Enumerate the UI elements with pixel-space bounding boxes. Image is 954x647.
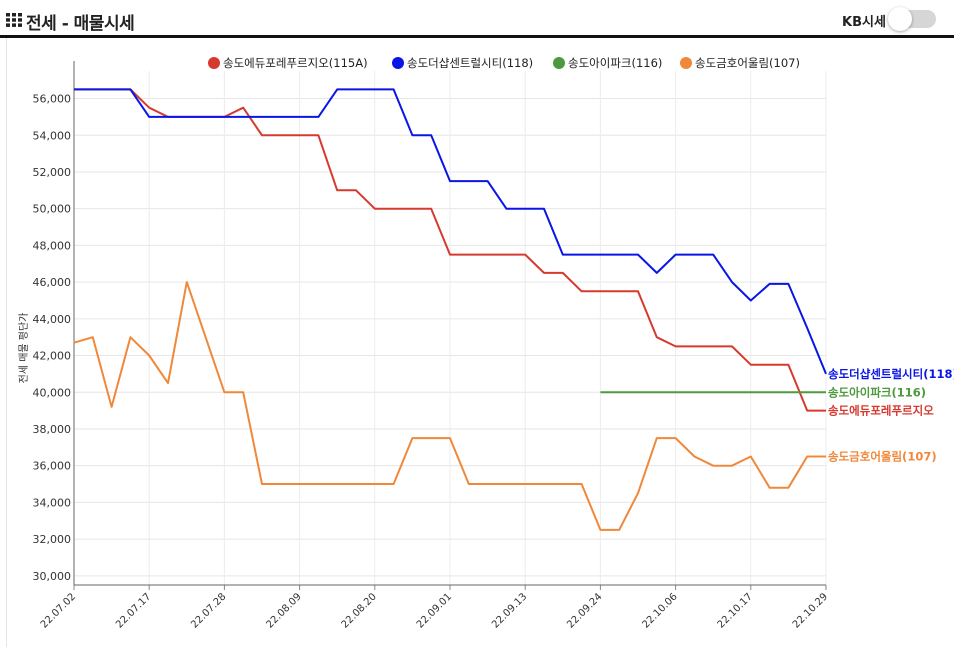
series-end-label: 송도더샵센트럴시티(118)	[828, 367, 954, 381]
x-tick-label: 22.08.20	[340, 591, 379, 630]
y-tick-label: 52,000	[33, 166, 72, 179]
chart-series	[73, 88, 827, 531]
x-tick-label: 22.09.13	[490, 591, 529, 630]
grid-menu-icon[interactable]	[6, 13, 22, 27]
y-tick-label: 54,000	[33, 129, 72, 142]
legend-label: 송도에듀포레푸르지오(115A)	[223, 56, 368, 70]
legend-marker	[553, 57, 565, 69]
series-end-label: 송도에듀포레푸르지오	[828, 404, 934, 418]
legend-item[interactable]: 송도아이파크(116)	[553, 56, 662, 70]
kb-toggle-label: KB시세	[842, 15, 886, 30]
series-line	[73, 281, 826, 531]
legend-marker	[392, 57, 404, 69]
legend-marker	[208, 57, 220, 69]
toggle-knob[interactable]	[888, 7, 912, 31]
legend-label: 송도아이파크(116)	[568, 56, 662, 70]
y-axis-title: 전세 매물 평단가	[18, 313, 30, 384]
x-tick-label: 22.10.17	[716, 591, 755, 630]
y-tick-label: 56,000	[33, 93, 72, 106]
page-title: 전세 - 매물시세	[26, 14, 135, 34]
y-tick-label: 48,000	[33, 239, 72, 252]
x-tick-label: 22.10.06	[640, 591, 679, 630]
x-tick-label: 22.07.28	[189, 591, 228, 630]
x-tick-label: 22.07.17	[114, 591, 153, 630]
legend-marker	[680, 57, 692, 69]
x-tick-label: 22.09.24	[565, 591, 604, 630]
chart-panel	[6, 38, 954, 647]
y-tick-label: 44,000	[33, 313, 72, 326]
chart-legend[interactable]: 송도에듀포레푸르지오(115A) 송도더샵센트럴시티(118) 송도아이파크(116…	[208, 56, 800, 70]
legend-item[interactable]: 송도더샵센트럴시티(118)	[392, 56, 533, 70]
chart-grid	[73, 71, 827, 585]
kb-toggle-switch[interactable]	[888, 7, 936, 31]
y-tick-label: 42,000	[33, 350, 72, 363]
y-tick-label: 46,000	[33, 276, 72, 289]
x-tick-label: 22.09.01	[415, 591, 454, 630]
x-tick-label: 22.08.09	[264, 591, 303, 630]
x-tick-label: 22.07.02	[39, 591, 78, 630]
series-end-label: 송도아이파크(116)	[828, 385, 926, 399]
y-tick-label: 36,000	[33, 460, 72, 473]
y-tick-label: 50,000	[33, 203, 72, 216]
y-tick-label: 38,000	[33, 423, 72, 436]
x-tick-label: 22.10.29	[791, 591, 830, 630]
line-chart: 30,000 32,000 34,000 36,000 38,000 40,000 42,0…	[18, 56, 954, 631]
legend-item[interactable]: 송도금호어울림(107)	[680, 56, 800, 70]
series-end-labels: 송도더샵센트럴시티(118) 송도아이파크(116) 송도에듀포레푸르지오송도금호어…	[828, 367, 954, 464]
y-tick-label: 32,000	[33, 533, 72, 546]
y-tick-label: 30,000	[33, 570, 72, 583]
series-line	[74, 88, 827, 375]
series-end-label: 송도금호어울림(107)	[828, 450, 937, 464]
legend-label: 송도더샵센트럴시티(118)	[407, 56, 533, 70]
y-tick-label: 40,000	[33, 386, 72, 399]
legend-label: 송도금호어울림(107)	[695, 56, 800, 70]
header-bar: 전세 - 매물시세 KB시세	[0, 0, 954, 38]
legend-item[interactable]: 송도에듀포레푸르지오(115A)	[208, 56, 368, 70]
y-tick-label: 34,000	[33, 496, 72, 509]
